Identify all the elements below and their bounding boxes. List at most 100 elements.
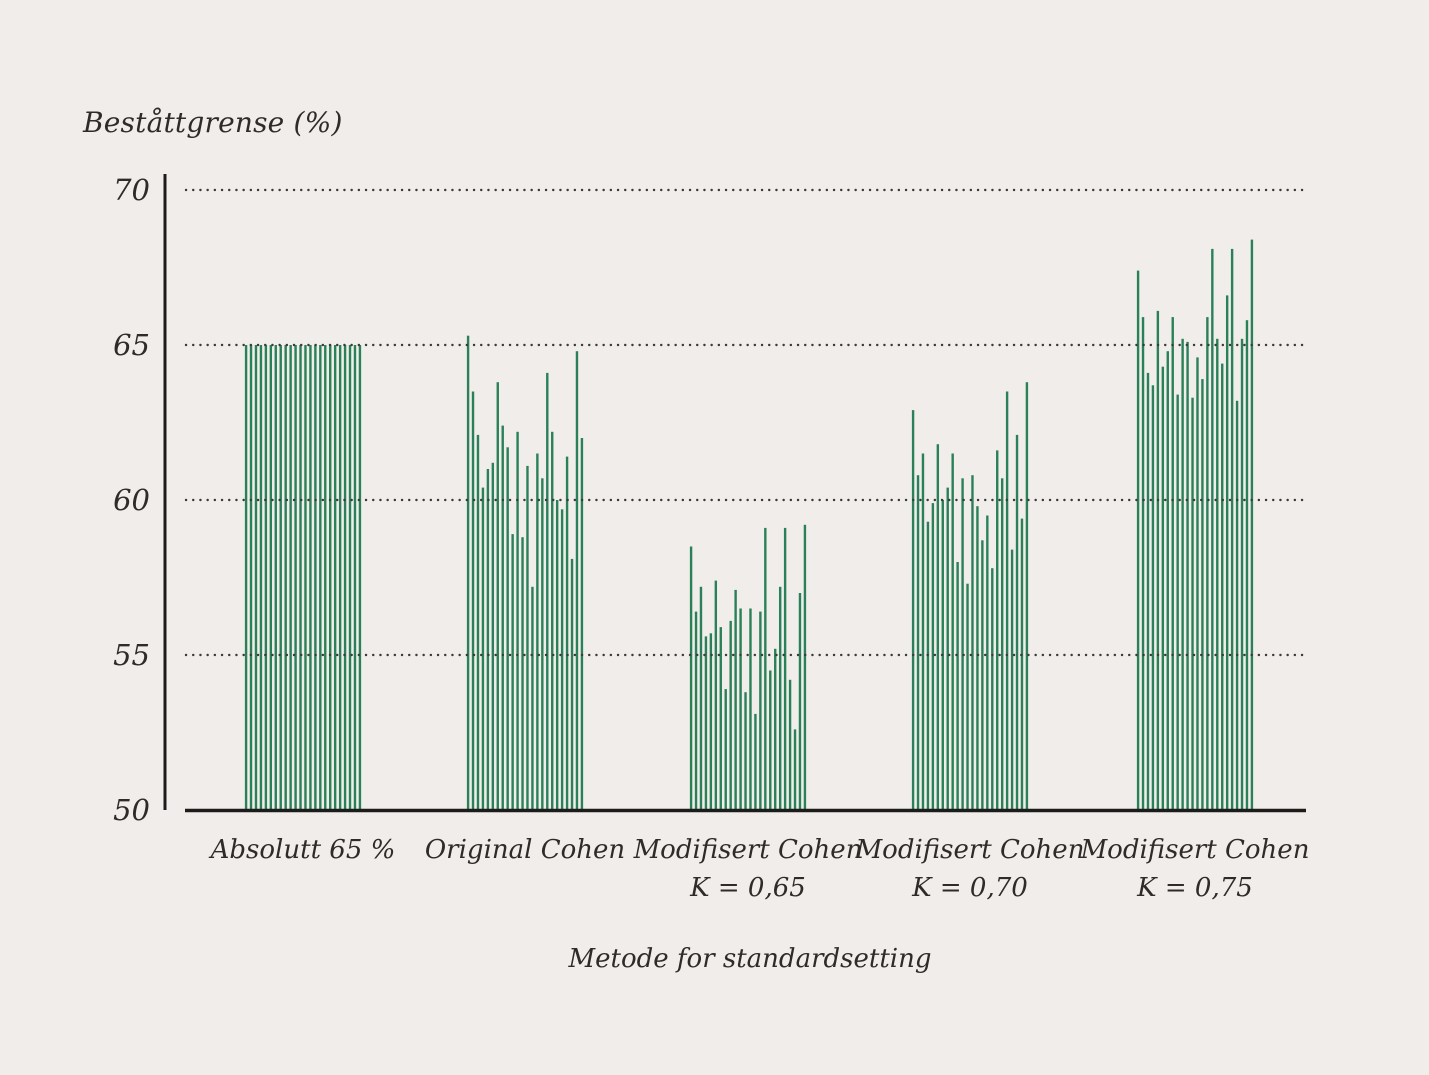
bar [946, 487, 949, 809]
bar [798, 593, 802, 809]
bar [1166, 351, 1169, 809]
bar [793, 729, 797, 809]
bar [570, 558, 574, 809]
bar [694, 611, 698, 809]
bar [1156, 310, 1160, 809]
bar [1176, 394, 1179, 809]
bar [956, 562, 959, 809]
bar [689, 546, 693, 809]
bar [466, 335, 470, 809]
bar [555, 500, 559, 809]
bar [521, 537, 524, 809]
bar [911, 410, 915, 809]
bar [289, 345, 292, 809]
bar [1146, 372, 1150, 809]
bar [759, 611, 762, 809]
bar [931, 503, 935, 809]
bar [1221, 363, 1224, 809]
bar [916, 475, 920, 809]
bar [1230, 248, 1234, 809]
bar [719, 627, 722, 809]
bar [704, 636, 708, 809]
bar [1171, 317, 1174, 809]
bar [991, 568, 994, 809]
bar [961, 478, 964, 809]
bar [496, 382, 499, 809]
bar [353, 345, 357, 809]
group-label: Modifisert Cohen [633, 835, 863, 865]
bar [541, 478, 544, 809]
bar [1196, 357, 1199, 809]
bar [284, 345, 287, 809]
bar [749, 608, 752, 809]
bar [471, 391, 475, 809]
bar [560, 509, 564, 809]
bar [788, 679, 792, 809]
bar [1216, 338, 1219, 809]
bar [501, 425, 504, 809]
bar [1025, 382, 1029, 809]
bar [264, 345, 268, 809]
bar [971, 475, 974, 809]
bar [358, 345, 362, 809]
bar [551, 431, 554, 809]
bar [1181, 338, 1184, 809]
bar [699, 586, 703, 809]
bar [1010, 549, 1014, 809]
bar [1245, 320, 1249, 809]
bar [774, 648, 777, 809]
bar [783, 527, 787, 809]
bar [476, 434, 480, 809]
group-sublabel: K = 0,65 [689, 873, 806, 903]
bar [1191, 397, 1194, 809]
bar [744, 692, 747, 809]
bar [338, 345, 342, 809]
bar [274, 345, 277, 809]
bar [729, 620, 732, 809]
bar [769, 670, 772, 809]
bar [536, 453, 539, 809]
bar [348, 345, 352, 809]
bar [526, 465, 529, 809]
bar [319, 345, 322, 809]
bar [739, 608, 742, 809]
y-tick-label: 55 [113, 638, 150, 672]
bar [1186, 341, 1189, 809]
bar [1206, 317, 1209, 809]
bar [921, 453, 925, 809]
group-label: Absolutt 65 % [209, 835, 396, 865]
bar [1000, 478, 1004, 809]
bar [996, 450, 999, 809]
bar [329, 345, 332, 809]
bar [778, 586, 782, 809]
bar [709, 633, 713, 809]
group-label: Modifisert Cohen [1080, 835, 1310, 865]
bar [304, 345, 307, 809]
bar [580, 438, 584, 809]
bar [249, 345, 253, 809]
bar [754, 713, 757, 809]
bar [309, 345, 312, 809]
bar [486, 469, 490, 809]
bar [764, 527, 767, 809]
bar [1161, 366, 1165, 809]
bar [803, 524, 807, 809]
bar [481, 487, 485, 809]
x-axis-title: Metode for standardsetting [568, 944, 932, 974]
bar [1141, 317, 1145, 809]
bar [314, 345, 317, 809]
bar [575, 351, 579, 809]
bar [279, 345, 282, 809]
bar [966, 583, 969, 809]
bar [936, 444, 940, 809]
bar [986, 515, 989, 809]
bar [244, 345, 248, 809]
bar [491, 462, 495, 809]
group-sublabel: K = 0,70 [911, 873, 1028, 903]
bar [1151, 385, 1155, 809]
y-axis-title: Beståttgrense (%) [83, 106, 343, 139]
group-label: Modifisert Cohen [855, 835, 1085, 865]
bar [1005, 391, 1009, 809]
bar [1240, 338, 1244, 809]
